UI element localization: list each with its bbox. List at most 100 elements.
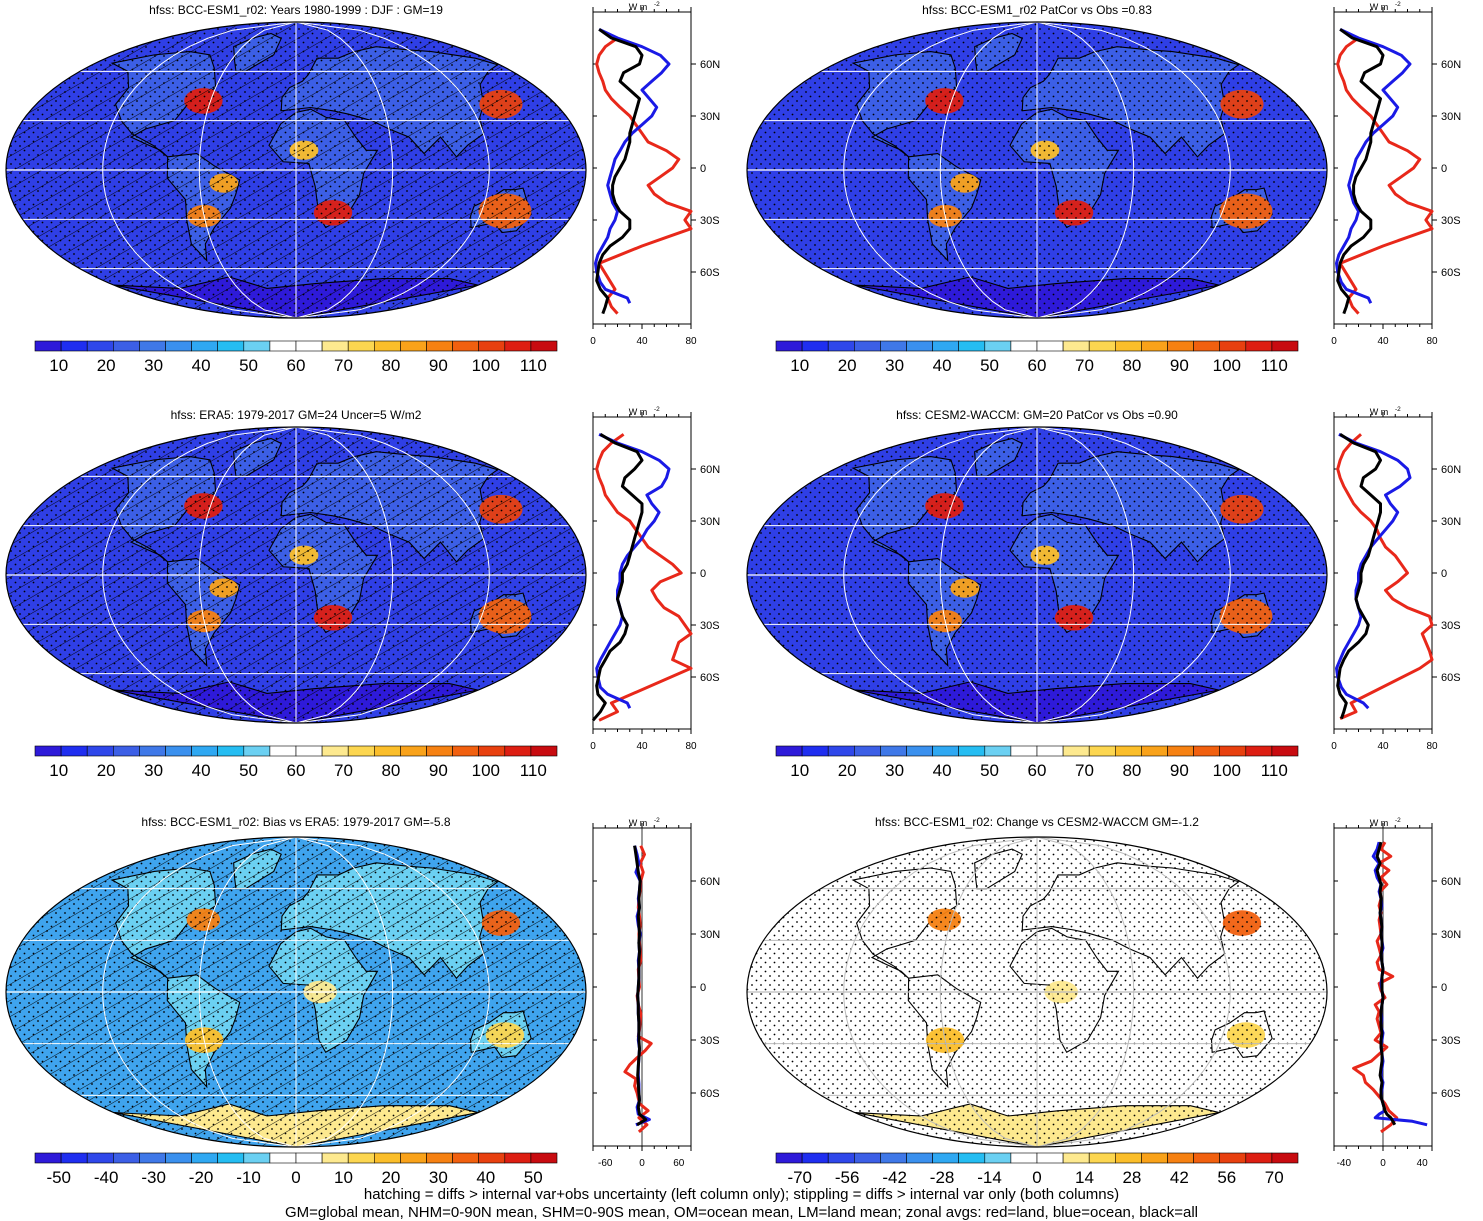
panel-3-colorbar-box (60, 745, 88, 757)
panel-4-colorbar-tick: 30 (885, 761, 904, 780)
panel-1-zonal-ytick: 60N (700, 59, 720, 71)
panel-6-meridian (843, 837, 1038, 1147)
panel-4-colorbar-box (1193, 745, 1221, 757)
panel-2-colorbar-tick: 70 (1075, 356, 1094, 375)
panel-4-zonal-line-all (1336, 433, 1382, 720)
panel-4-meridian (1036, 427, 1231, 723)
panel-6-colorbar-box (1193, 1152, 1221, 1164)
panel-1-colorbar-tick: 70 (334, 356, 353, 375)
panel-5-colorbar-box (243, 1152, 271, 1164)
panel-3-map (6, 427, 586, 723)
panel-5-meridian (102, 837, 297, 1147)
panel-3-zonal-ytick: 30N (700, 516, 720, 528)
panel-3-map-outline (5, 426, 587, 724)
panel-3-svg: hfss: ERA5: 1979-2017 GM=24 Uncer=5 W/m2… (5, 406, 720, 780)
panel-1-colorbar-box (86, 340, 114, 352)
panel-2-zonal-ytick: 30N (1441, 111, 1461, 123)
panel-3-colorbar-box (321, 745, 349, 757)
panel-6-zonal-ytick: 30N (1441, 929, 1461, 941)
panel-2-svg: hfss: BCC-ESM1_r02 PatCor vs Obs =0.83 10… (746, 1, 1461, 375)
panel-5-colorbar-tick: 0 (291, 1168, 300, 1187)
panel-2-colorbar-box (1088, 340, 1116, 352)
panel-1-colorbar-box (452, 340, 480, 352)
panel-4-zonal-frame (1333, 416, 1433, 730)
panel-5-colorbar-box (400, 1152, 427, 1164)
panel-4-zonal-xtick: 0 (1331, 741, 1337, 752)
panel-3-colorbar-box (139, 745, 166, 757)
panel-1-colorbar-box (113, 340, 140, 352)
panel-1-colorbar-box (60, 340, 88, 352)
panel-4-zonal-plot: W m -2 60N 30N 0 30S 60S 0 40 80 (1331, 406, 1461, 752)
panel-2-colorbar-tick: 60 (1028, 356, 1047, 375)
panel-1-colorbar-box (269, 340, 297, 352)
panel-6-meridian (1036, 837, 1231, 1147)
panel-4-zonal-units: W m (1370, 407, 1389, 417)
panel-1-zonal-xtick: 0 (590, 336, 596, 347)
panel-3-colorbar-box (165, 745, 192, 757)
panel-3-zonal-plot: W m -2 60N 30N 0 30S 60S 0 40 80 (590, 406, 720, 752)
panel-3-meridian (295, 427, 394, 723)
panel-3: hfss: ERA5: 1979-2017 GM=24 Uncer=5 W/m2… (0, 405, 741, 795)
panel-5-colorbar-box (269, 1152, 297, 1164)
panel-5-zonal-xtick: 60 (673, 1158, 685, 1169)
panel-5-colorbar-tick: 20 (381, 1168, 400, 1187)
panel-2-colorbar-box (1193, 340, 1221, 352)
panel-5-meridian (295, 837, 394, 1147)
panel-4-colorbar-box (958, 745, 986, 757)
panel-6-colorbar-box (1114, 1152, 1142, 1164)
panel-5-zonal-ytick: 0 (700, 982, 706, 994)
panel-5-zonal-xtick: -60 (598, 1158, 613, 1169)
panel-3-colorbar-tick: 40 (192, 761, 211, 780)
panel-5-colorbar-box (217, 1152, 245, 1164)
panel-6-colorbar-box (880, 1152, 907, 1164)
panel-5-zonal-ytick: 30S (700, 1035, 720, 1047)
panel-4-title: hfss: CESM2-WACCM: GM=20 PatCor vs Obs =… (896, 408, 1178, 422)
panel-3-zonal-units: W m (629, 407, 648, 417)
panel-3-colorbar-box (269, 745, 297, 757)
panel-2-colorbar-tick: 10 (790, 356, 809, 375)
panel-6-map (747, 837, 1327, 1147)
panel-5-colorbar-tick: -30 (141, 1168, 166, 1187)
panel-3-zonal-units-exp: -2 (654, 406, 660, 413)
panel-4-zonal-xtick: 40 (1377, 741, 1389, 752)
panel-4-colorbar-tick: 90 (1170, 761, 1189, 780)
panel-6-zonal-units: W m (1370, 818, 1389, 828)
panel-2-colorbar-box (1062, 340, 1090, 352)
panel-2-zonal-units: W m (1370, 2, 1389, 12)
panel-5-colorbar-tick: -40 (94, 1168, 119, 1187)
panel-1-meridian (295, 22, 394, 318)
panel-4-colorbar-tick: 80 (1122, 761, 1141, 780)
panel-5-colorbar-box (113, 1152, 140, 1164)
panel-4-colorbar-tick: 110 (1261, 761, 1288, 780)
panel-3-meridian (198, 427, 297, 723)
panel-6-colorbar-tick: 42 (1170, 1168, 1189, 1187)
panel-4-colorbar-box (1010, 745, 1038, 757)
panel-5-colorbar-box (347, 1152, 375, 1164)
panel-2: hfss: BCC-ESM1_r02 PatCor vs Obs =0.83 10… (741, 0, 1482, 390)
panel-3-meridian (102, 427, 297, 723)
panel-4-colorbar-tick: 100 (1213, 761, 1241, 780)
panel-1-colorbar-tick: 20 (97, 356, 116, 375)
panel-1-map (6, 22, 586, 318)
panel-1-colorbar-tick: 80 (381, 356, 400, 375)
panel-4-zonal-xtick: 80 (1426, 741, 1438, 752)
panel-2-colorbar-tick: 20 (838, 356, 857, 375)
panel-6-colorbar-tick: -70 (787, 1168, 812, 1187)
panel-6-colorbar-tick: -56 (835, 1168, 860, 1187)
panel-6-colorbar-box (984, 1152, 1012, 1164)
panel-1-colorbar-box (400, 340, 427, 352)
panel-4-zonal-ytick: 60S (1441, 672, 1461, 684)
panel-6-colorbar-box (1167, 1152, 1194, 1164)
panel-1-zonal-xtick: 80 (685, 336, 697, 347)
panel-6-colorbar-tick: 28 (1122, 1168, 1141, 1187)
panel-1-zonal-line-all (595, 28, 644, 315)
panel-4-map-outline (746, 426, 1328, 724)
panel-6-zonal-xtick: 0 (1380, 1158, 1386, 1169)
panel-1-zonal-xtick: 40 (636, 336, 648, 347)
panel-6-colorbar-tick: -14 (977, 1168, 1002, 1187)
panel-5-colorbar-box (165, 1152, 192, 1164)
panel-4-map (747, 427, 1327, 723)
panel-6-zonal-line-all (1375, 841, 1397, 1126)
panel-4-colorbar-tick: 40 (933, 761, 952, 780)
panel-3-colorbar-box (217, 745, 245, 757)
